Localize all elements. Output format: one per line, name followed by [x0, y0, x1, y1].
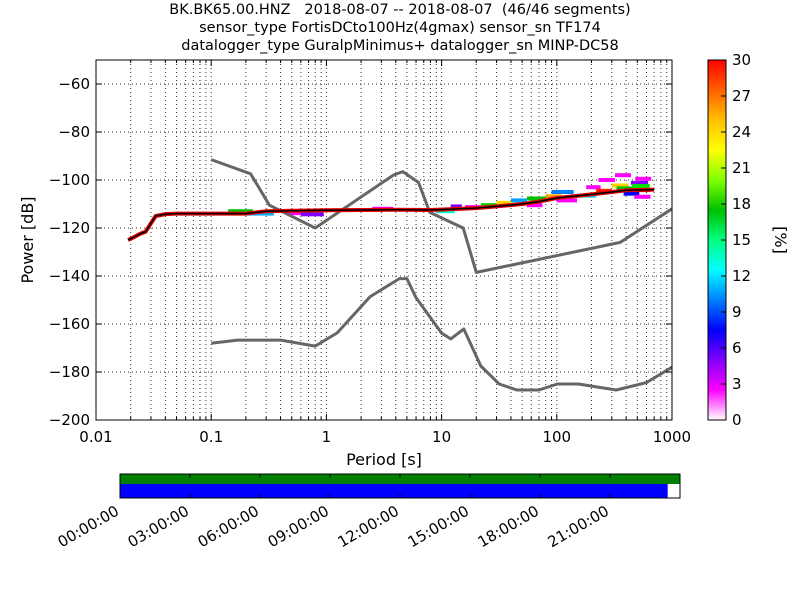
psd-band-line: [127, 187, 655, 242]
coverage-bar: 00:00:00 03:00:00 06:00:00 09:00:00 12:00:00…: [55, 473, 681, 551]
psd-density-cell: [286, 211, 309, 216]
psd-density-cell: [634, 194, 651, 199]
colorbar-tick-label: 18: [732, 195, 751, 213]
noise-models: [210, 158, 672, 392]
psd-density-cell: [228, 209, 253, 214]
coverage-data-band: [120, 484, 668, 498]
colorbar-tick-label: 15: [732, 231, 751, 249]
psd-density-cell: [556, 198, 578, 203]
y-tick-label: −200: [49, 411, 90, 429]
x-tick-label: 1000: [653, 428, 691, 446]
colorbar-tick-label: 9: [732, 303, 742, 321]
psd-density-cell: [526, 196, 546, 201]
psd-density-cell: [623, 191, 640, 196]
x-tick-label: 0.1: [199, 428, 223, 446]
coverage-time-label: 18:00:00: [475, 502, 542, 551]
psd-density-cell: [614, 173, 631, 178]
colorbar-tick-label: 21: [732, 159, 751, 177]
psd-density-cell: [545, 194, 562, 199]
colorbar-tick-label: 24: [732, 123, 751, 141]
psd-mode-line: [127, 187, 655, 242]
y-axis-label: Power [dB]: [18, 196, 37, 283]
x-tick-label: 0.01: [79, 428, 112, 446]
x-tick-label: 10: [432, 428, 451, 446]
psd-density-cell: [526, 203, 543, 208]
psd-density-cell: [635, 176, 652, 181]
psd-density-cell: [586, 185, 601, 190]
colorbar-tick-label: 12: [732, 267, 751, 285]
coverage-time-label: 00:00:00: [55, 502, 122, 551]
psd-density-cell: [510, 198, 527, 203]
colorbar-label: [%]: [771, 226, 790, 254]
x-tick-label: 1: [322, 428, 332, 446]
psd-density-cell: [450, 204, 462, 209]
psd-density-cell: [551, 190, 574, 194]
colorbar: 0 3 6 9 12 15 18 21 24 27 30: [707, 51, 751, 429]
chart-title-line-2: sensor_type FortisDCto100Hz(4gmax) senso…: [199, 20, 601, 36]
psd-density-cell: [632, 184, 650, 188]
colorbar-tick-label: 6: [732, 339, 742, 357]
coverage-time-label: 06:00:00: [195, 502, 262, 551]
psd-density-cell: [496, 200, 511, 205]
y-tick-label: −120: [49, 219, 90, 237]
coverage-time-label: 21:00:00: [545, 502, 612, 551]
x-tick-label: 100: [542, 428, 571, 446]
grid: [96, 60, 672, 420]
y-tick-label: −140: [49, 267, 90, 285]
plot-frame: [95, 59, 673, 421]
coverage-time-label: 03:00:00: [125, 502, 192, 551]
new-high-noise-model-line: [210, 158, 672, 274]
psd-density-cell: [596, 188, 612, 193]
psd-density-cell: [598, 178, 615, 182]
chart-title-line-1: BK.BK65.00.HNZ 2018-08-07 -- 2018-08-07 …: [169, 2, 631, 18]
colorbar-tick-label: 0: [732, 411, 742, 429]
coverage-time-label: 09:00:00: [265, 502, 332, 551]
psd-density-cell: [630, 180, 649, 185]
coverage-top-band: [120, 474, 680, 484]
colorbar-tick-label: 3: [732, 375, 742, 393]
psd-mode-line-center: [127, 188, 655, 241]
psd-density-cell: [300, 212, 324, 217]
y-tick-label: −160: [49, 315, 90, 333]
colorbar-tick-label: 27: [732, 87, 751, 105]
coverage-time-label: 12:00:00: [335, 502, 402, 551]
y-tick-label: −80: [58, 123, 90, 141]
y-tick-label: −60: [58, 75, 90, 93]
chart-title-line-3: datalogger_type GuralpMinimus+ datalogge…: [181, 38, 619, 54]
y-tick-label: −180: [49, 363, 90, 381]
new-low-noise-model-line: [211, 277, 672, 392]
y-tick-label: −100: [49, 171, 90, 189]
psd-density-cell: [611, 183, 629, 188]
coverage-time-label: 15:00:00: [405, 502, 472, 551]
colorbar-tick-label: 30: [732, 51, 751, 69]
x-axis-label: Period [s]: [346, 450, 422, 469]
